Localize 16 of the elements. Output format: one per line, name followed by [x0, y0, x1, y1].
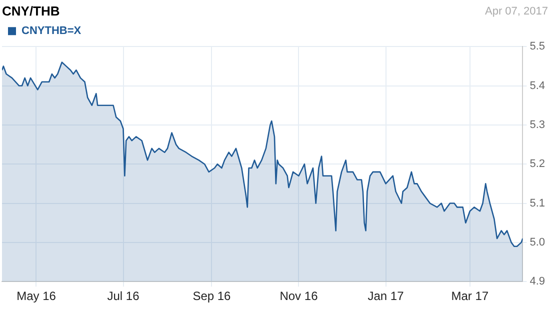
chart-title: CNY/THB — [2, 3, 60, 18]
y-tick-label: 5.2 — [530, 158, 546, 170]
y-tick-label: 5.1 — [530, 197, 546, 210]
text: Apr 07, 2017 — [485, 6, 548, 18]
y-tick-label: 4.9 — [530, 276, 546, 288]
x-tick-label: Sep 16 — [192, 289, 232, 304]
x-tick-label: Mar 17 — [451, 289, 489, 304]
x-tick-label: May 16 — [16, 289, 56, 304]
y-tick-label: 5.5 — [530, 40, 546, 53]
legend-label: CNYTHB=X — [22, 25, 82, 38]
x-tick-label: Jan 17 — [368, 289, 404, 304]
y-tick-label: 5.3 — [530, 118, 546, 131]
x-tick-label: Jul 16 — [107, 289, 140, 304]
y-tick-label: 5.4 — [530, 80, 546, 92]
x-tick-label: Nov 16 — [280, 289, 318, 304]
y-tick-label: 5.0 — [530, 236, 546, 248]
